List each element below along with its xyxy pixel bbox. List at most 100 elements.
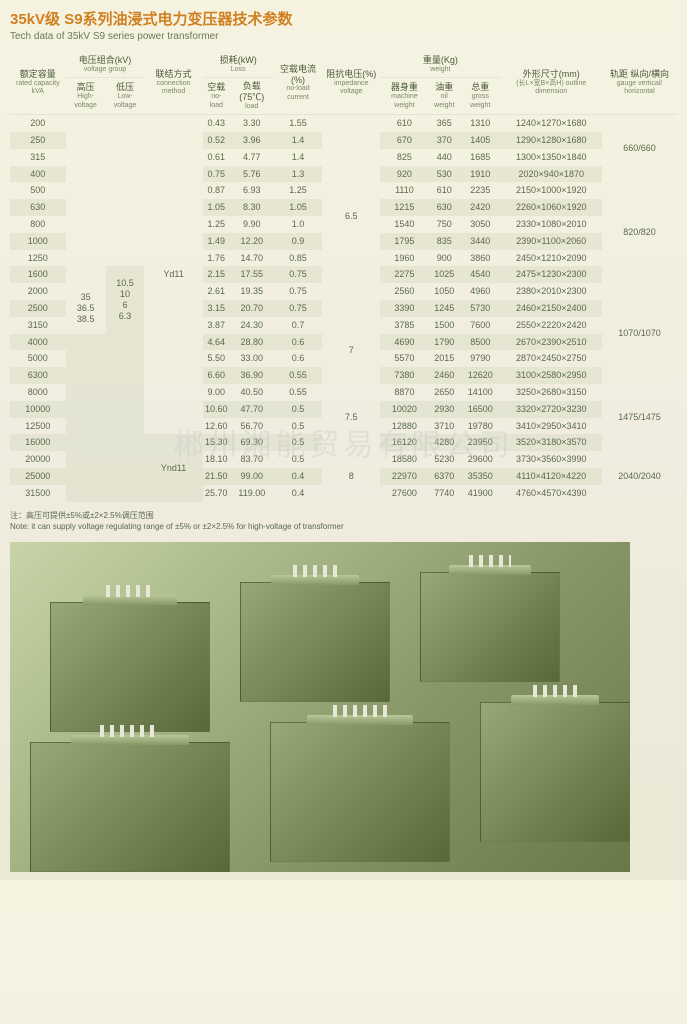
cell-load: 4.77: [230, 149, 274, 166]
cell-dimension: 3100×2580×2950: [501, 367, 602, 384]
cell-capacity: 250: [10, 132, 66, 149]
cell-oweight: 2015: [429, 350, 460, 367]
cell-dimension: 2150×1000×1920: [501, 182, 602, 199]
cell-lv: [106, 115, 145, 267]
note-en: Note: it can supply voltage regulating r…: [10, 521, 677, 532]
hdr-conn-cn: 联结方式: [146, 69, 200, 80]
cell-dimension: 3520×3180×3570: [501, 434, 602, 451]
cell-load: 3.96: [230, 132, 274, 149]
cell-mweight: 27600: [380, 485, 428, 502]
hdr-ow-cn: 油重: [431, 82, 458, 93]
hdr-dim-en: (长L×宽B×高H) outline dimension: [503, 80, 600, 97]
cell-gweight: 8500: [460, 334, 501, 351]
cell-gweight: 16500: [460, 401, 501, 418]
cell-noload: 15.30: [203, 434, 230, 451]
cell-mweight: 7380: [380, 367, 428, 384]
cell-load: 9.90: [230, 216, 274, 233]
hdr-mw-cn: 器身重: [382, 82, 426, 93]
cell-mweight: 22970: [380, 468, 428, 485]
hdr-vgroup-en: voltage group: [68, 66, 143, 74]
cell-dimension: 1300×1350×1840: [501, 149, 602, 166]
hdr-gw-en: gross weight: [462, 93, 499, 110]
cell-noload: 9.00: [203, 384, 230, 401]
cell-nlcurrent: 0.55: [274, 384, 323, 401]
hdr-ld-cn: 负载(75℃): [232, 81, 272, 103]
cell-oweight: 750: [429, 216, 460, 233]
cell-dimension: 2020×940×1870: [501, 166, 602, 183]
hdr-loss-en: Loss: [205, 66, 272, 74]
cell-dimension: 2450×1210×2090: [501, 250, 602, 267]
cell-load: 28.80: [230, 334, 274, 351]
cell-noload: 0.75: [203, 166, 230, 183]
cell-gweight: 29600: [460, 451, 501, 468]
cell-capacity: 3150: [10, 317, 66, 334]
cell-oweight: 5230: [429, 451, 460, 468]
cell-capacity: 10000: [10, 401, 66, 418]
cell-oweight: 1245: [429, 300, 460, 317]
cell-oweight: 2460: [429, 367, 460, 384]
cell-nlcurrent: 1.05: [274, 199, 323, 216]
cell-load: 119.00: [230, 485, 274, 502]
cell-mweight: 8870: [380, 384, 428, 401]
cell-oweight: 1050: [429, 283, 460, 300]
cell-dimension: 3410×2950×3410: [501, 418, 602, 435]
cell-impedance: 7.5: [322, 384, 380, 451]
hdr-capacity-cn: 额定容量: [12, 69, 64, 80]
cell-gauge: 2040/2040: [602, 451, 677, 501]
cell-load: 12.20: [230, 233, 274, 250]
cell-capacity: 6300: [10, 367, 66, 384]
cell-load: 24.30: [230, 317, 274, 334]
hdr-vgroup-cn: 电压组合(kV): [68, 55, 143, 66]
cell-mweight: 1960: [380, 250, 428, 267]
cell-capacity: 16000: [10, 434, 66, 451]
cell-dimension: 3320×2720×3230: [501, 401, 602, 418]
cell-mweight: 4690: [380, 334, 428, 351]
cell-noload: 18.10: [203, 451, 230, 468]
cell-nlcurrent: 0.5: [274, 434, 323, 451]
hdr-nlc-en: no-load current: [276, 85, 321, 102]
cell-gauge: 1475/1475: [602, 384, 677, 451]
cell-load: 19.35: [230, 283, 274, 300]
hdr-hv-cn: 高压: [68, 82, 104, 93]
cell-noload: 3.15: [203, 300, 230, 317]
hdr-hv-en: High-voltage: [68, 93, 104, 110]
cell-load: 69.30: [230, 434, 274, 451]
cell-impedance: 8: [322, 451, 380, 501]
cell-gweight: 1310: [460, 115, 501, 132]
cell-oweight: 610: [429, 182, 460, 199]
cell-capacity: 20000: [10, 451, 66, 468]
hdr-nlc-cn: 空载电流(%): [276, 64, 321, 86]
cell-dimension: 2260×1060×1920: [501, 199, 602, 216]
title-english: Tech data of 35kV S9 series power transf…: [10, 31, 677, 42]
cell-capacity: 400: [10, 166, 66, 183]
cell-mweight: 12880: [380, 418, 428, 435]
cell-dimension: 1240×1270×1680: [501, 115, 602, 132]
cell-gweight: 1685: [460, 149, 501, 166]
cell-gweight: 14100: [460, 384, 501, 401]
cell-mweight: 2275: [380, 266, 428, 283]
cell-nlcurrent: 0.5: [274, 451, 323, 468]
cell-dimension: 3250×2680×3150: [501, 384, 602, 401]
hdr-imp-cn: 阻抗电压(%): [324, 69, 378, 80]
note-section: 注：高压可提供±5%或±2×2.5%调压范围 Note: it can supp…: [10, 510, 677, 532]
cell-noload: 0.43: [203, 115, 230, 132]
cell-load: 8.30: [230, 199, 274, 216]
cell-impedance: 6.5: [322, 115, 380, 317]
cell-noload: 6.60: [203, 367, 230, 384]
cell-load: 47.70: [230, 401, 274, 418]
cell-impedance: 7: [322, 317, 380, 384]
cell-noload: 25.70: [203, 485, 230, 502]
cell-load: 20.70: [230, 300, 274, 317]
cell-mweight: 1110: [380, 182, 428, 199]
cell-mweight: 1215: [380, 199, 428, 216]
transformer-photo: [10, 542, 630, 872]
cell-gweight: 3050: [460, 216, 501, 233]
cell-nlcurrent: 1.4: [274, 149, 323, 166]
cell-oweight: 1790: [429, 334, 460, 351]
cell-dimension: 1290×1280×1680: [501, 132, 602, 149]
cell-capacity: 25000: [10, 468, 66, 485]
cell-dimension: 2870×2450×2750: [501, 350, 602, 367]
cell-noload: 4.64: [203, 334, 230, 351]
cell-conn: Ynd11: [144, 434, 202, 501]
cell-gweight: 3440: [460, 233, 501, 250]
